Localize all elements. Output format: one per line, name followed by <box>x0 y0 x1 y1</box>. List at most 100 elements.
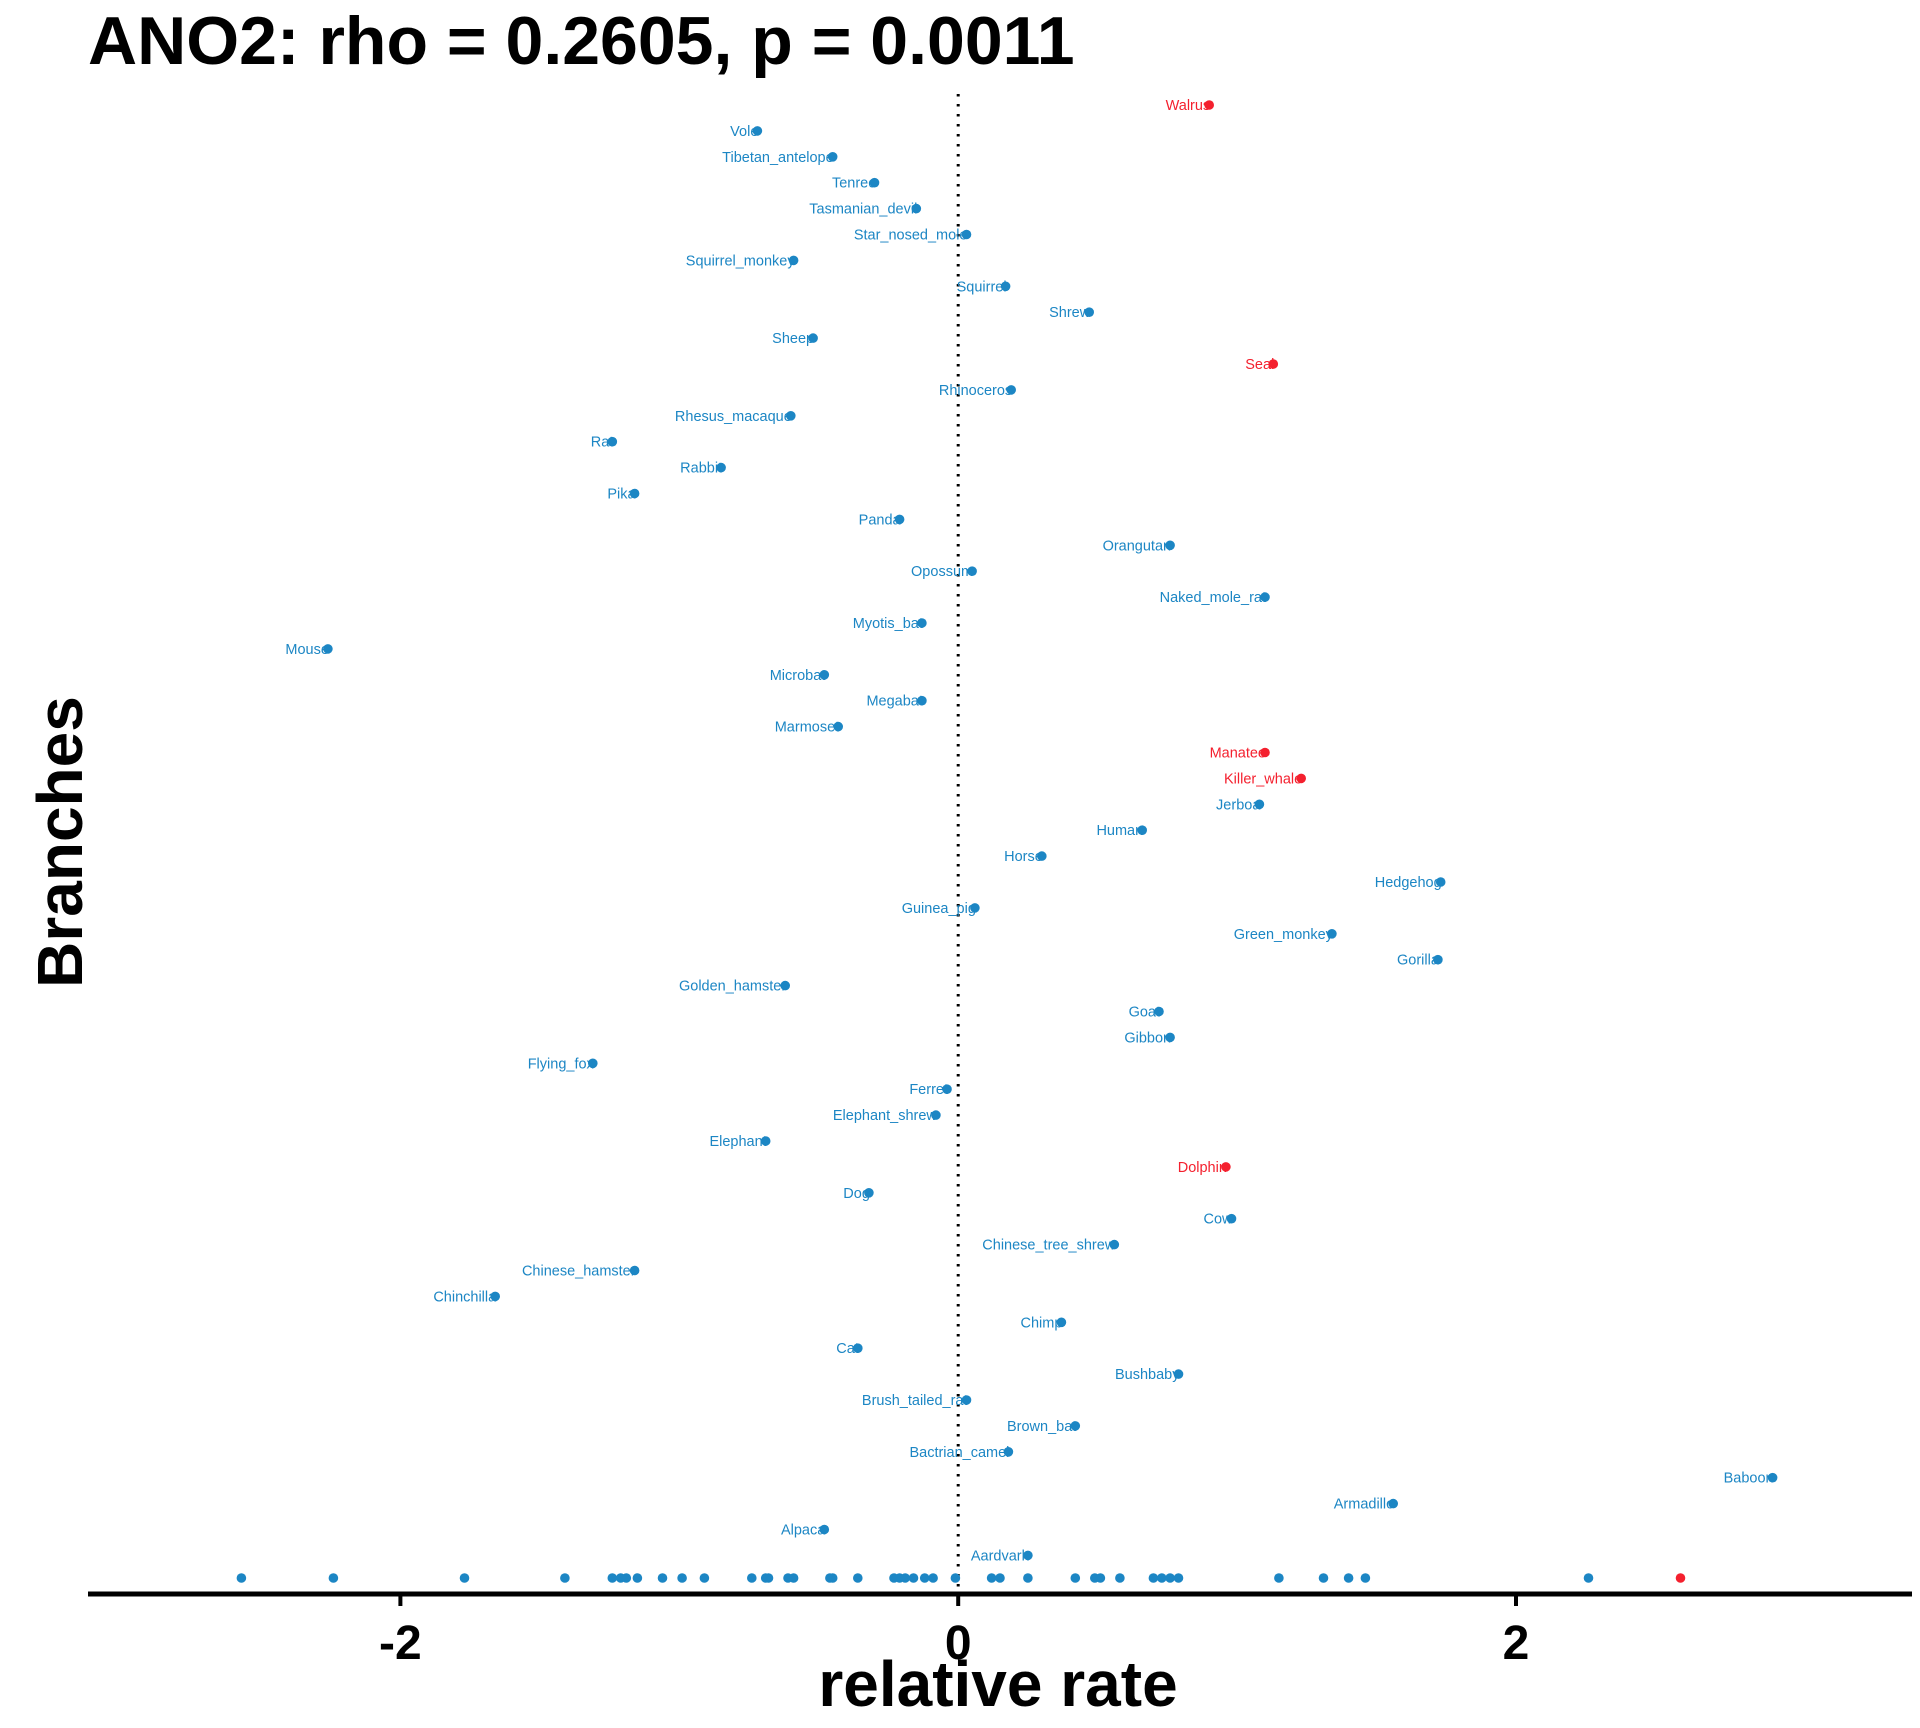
data-point <box>827 152 838 162</box>
data-point <box>942 1084 952 1094</box>
point-label: Aardvark <box>971 1548 1030 1564</box>
x-tick-label: 2 <box>1503 1617 1530 1670</box>
data-point <box>1254 799 1265 810</box>
data-point <box>970 903 980 913</box>
rug-point <box>328 1573 339 1583</box>
point-label: Shrew <box>1049 305 1091 321</box>
point-label: Rhesus_macaque <box>675 409 792 425</box>
data-point <box>1435 877 1446 887</box>
point-label: Vole <box>730 124 758 140</box>
point-label: Microbat <box>770 668 826 684</box>
data-point <box>819 670 830 680</box>
rug-point <box>1343 1573 1354 1583</box>
point-label: Elephant_shrew <box>833 1108 938 1124</box>
rug-point <box>677 1573 687 1583</box>
point-label: Rat <box>591 435 614 451</box>
point-label: Alpaca <box>781 1523 826 1539</box>
rug-point <box>560 1573 570 1583</box>
rug-point <box>950 1573 961 1583</box>
data-point <box>1003 1447 1014 1457</box>
point-label: Bushbaby <box>1115 1367 1180 1383</box>
point-label: Ferret <box>909 1082 948 1098</box>
data-point <box>961 1395 972 1405</box>
data-point <box>1109 1239 1120 1250</box>
point-label: Hedgehog <box>1375 875 1442 891</box>
data-point <box>917 618 927 628</box>
data-point <box>1388 1498 1398 1509</box>
point-label: Brush_tailed_rat <box>862 1393 968 1409</box>
data-point <box>629 488 640 499</box>
rug-point <box>657 1573 668 1583</box>
point-label: Megabat <box>866 694 922 710</box>
point-label: Manatee <box>1210 746 1266 762</box>
point-label: Brown_bat <box>1007 1419 1076 1435</box>
data-point <box>716 462 726 473</box>
rug-point <box>908 1573 919 1583</box>
data-point <box>1006 385 1016 395</box>
data-point <box>1084 307 1094 318</box>
point-label: Human <box>1096 823 1143 839</box>
data-point <box>1173 1369 1184 1379</box>
data-point <box>788 255 799 266</box>
point-label: Squirrel_monkey <box>686 253 796 269</box>
rug-point <box>1157 1573 1167 1583</box>
point-label: Elephant <box>709 1134 766 1150</box>
data-point <box>833 721 843 732</box>
x-axis-label: relative rate <box>818 1648 1177 1720</box>
point-label: Cow <box>1203 1212 1233 1228</box>
point-label: Chinese_tree_shrew <box>982 1238 1116 1254</box>
x-tick-label: -2 <box>379 1617 422 1670</box>
data-point <box>869 177 880 188</box>
data-point <box>607 436 618 447</box>
point-label: Marmoset <box>775 720 839 736</box>
rug-point <box>1173 1573 1184 1583</box>
point-label: Seal <box>1245 357 1274 373</box>
point-label: Dog <box>843 1186 870 1202</box>
data-point <box>1767 1472 1778 1483</box>
point-label: Tenrec <box>832 176 876 192</box>
data-point <box>629 1265 640 1276</box>
rug-point <box>995 1573 1005 1583</box>
rug-point <box>621 1573 632 1583</box>
point-label: Dolphin <box>1178 1160 1227 1176</box>
point-label: Bactrian_camel <box>909 1445 1009 1461</box>
rug-point <box>747 1573 757 1583</box>
point-label: Gorilla <box>1397 953 1440 969</box>
data-point <box>323 644 333 654</box>
rug-point <box>788 1573 799 1583</box>
point-label: Armadillo <box>1334 1497 1394 1513</box>
rug-point <box>853 1573 863 1583</box>
point-label: Panda <box>859 512 902 528</box>
rug-point <box>632 1573 643 1583</box>
rug-point <box>1070 1573 1081 1583</box>
y-axis-label: Branches <box>24 696 96 988</box>
data-point <box>931 1110 941 1120</box>
data-point <box>1260 592 1270 602</box>
point-label: Naked_mole_rat <box>1160 590 1266 606</box>
data-point <box>1023 1550 1033 1561</box>
chart-title: ANO2: rho = 0.2605, p = 0.0011 <box>88 3 1075 79</box>
rug-point <box>1165 1573 1175 1583</box>
rug-point <box>763 1573 774 1583</box>
point-label: Killer_whale <box>1224 771 1302 787</box>
rug-layer <box>236 1573 1686 1583</box>
data-point <box>1165 540 1175 551</box>
data-point <box>1268 359 1279 369</box>
rug-point <box>459 1573 470 1583</box>
data-point <box>1433 954 1443 965</box>
point-label: Tasmanian_devil <box>809 202 917 218</box>
rug-point <box>699 1573 710 1583</box>
rug-point <box>1274 1573 1284 1583</box>
data-point <box>752 126 763 136</box>
data-point <box>961 229 972 240</box>
data-point <box>490 1291 501 1302</box>
data-point <box>1070 1421 1081 1431</box>
point-label: Chinese_hamster <box>522 1264 636 1280</box>
point-label: Pika <box>607 487 636 503</box>
data-point <box>1000 281 1011 292</box>
point-label: Star_nosed_mole <box>854 228 968 244</box>
rug-point <box>928 1573 938 1583</box>
data-point <box>911 203 922 214</box>
data-point <box>1037 851 1047 861</box>
point-label: Gibbon <box>1124 1030 1171 1046</box>
